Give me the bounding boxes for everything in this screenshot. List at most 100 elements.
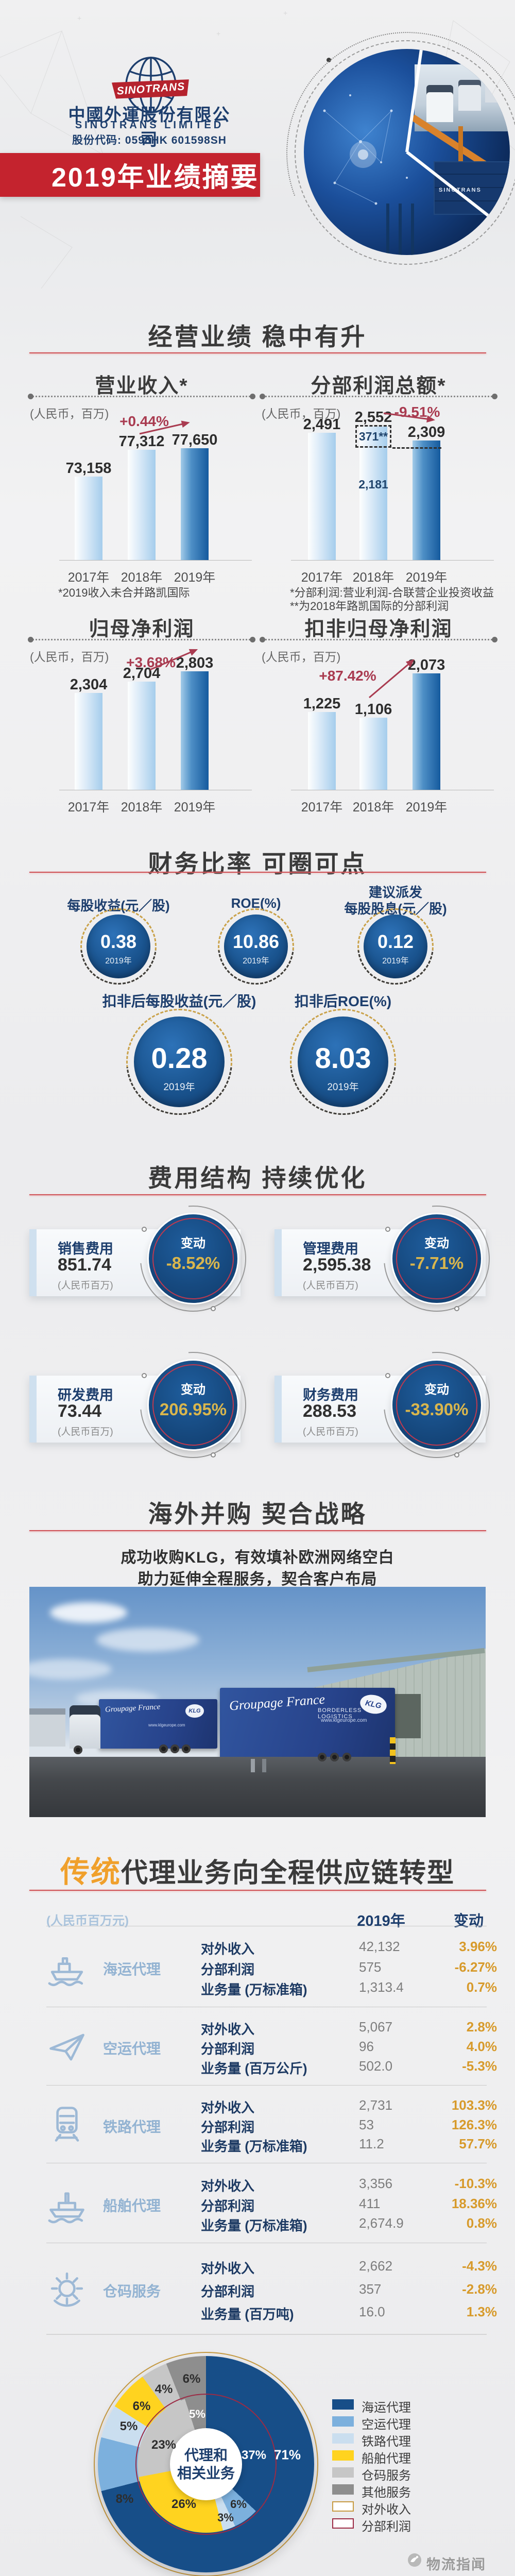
bar-value: 1,106 [354, 701, 392, 718]
inner-pct-其他服务: 5% [189, 2408, 205, 2420]
chart-segment-profit: 分部利润总额* (人民币，百万) 2,491 2017年 2,552 2018年 2,309… [260, 370, 497, 613]
expense-change-label: 变动 [424, 1236, 449, 1250]
row-value: 53 [359, 2116, 374, 2132]
legend-label-船舶代理: 船舶代理 [362, 2452, 411, 2466]
section-title-expenses: 费用结构 持续优化 [148, 1164, 367, 1192]
bar-2019年 [181, 448, 209, 560]
expense-change-value: -7.71% [409, 1253, 464, 1273]
hero-photo-circle: SINOTRANS [304, 49, 510, 255]
klg-logo-text-small: KLG [188, 1708, 201, 1714]
legend-swatch-仓码服务 [332, 2467, 354, 2478]
bar-2019年 [181, 671, 209, 790]
gear-icon [50, 2272, 83, 2307]
bar-2018年 [128, 682, 156, 790]
expense-circle: 变动 -33.90% [392, 1361, 481, 1449]
bar-category: 2019年 [174, 570, 216, 585]
chart-unit: (人民币，百万) [262, 650, 341, 664]
business-name-仓码服务: 仓码服务 [103, 2283, 161, 2299]
chart-axis [291, 560, 494, 561]
svg-text:+: + [216, 29, 220, 38]
donut-center-text: 相关业务 [177, 2465, 235, 2481]
arc-dot [211, 1306, 216, 1311]
background-truck [29, 1708, 65, 1747]
donut-center: 代理和 相关业务 [170, 2428, 242, 2500]
expense-unit: (人民币百万) [303, 1427, 358, 1437]
row-label: 业务量 (万标准箱) [201, 1981, 307, 1997]
chart-title-underline [260, 637, 497, 642]
cloud [96, 1628, 199, 1652]
change-arrow-icon [139, 420, 190, 435]
outer-pct-海运代理: 71% [273, 2447, 301, 2463]
ratio-value: 0.12 [377, 931, 414, 952]
divider-results [29, 352, 486, 353]
bar-2018年 [128, 450, 156, 560]
cloud [29, 1659, 112, 1680]
train-icon [55, 2106, 79, 2142]
section-title-ratios: 财务比率 可圈可点 [148, 850, 367, 877]
svg-text:+: + [283, 9, 287, 17]
arc-dot [454, 1306, 459, 1311]
hero-crane-mast [458, 126, 463, 188]
hero-container-stack [434, 161, 510, 215]
row-change: 57.7% [459, 2136, 497, 2152]
bar-value: 1,225 [303, 696, 341, 712]
chart-title-underline [28, 394, 255, 399]
bar-2019年 [413, 673, 440, 790]
bar-category: 2017年 [67, 570, 110, 585]
row-label: 对外收入 [201, 2178, 255, 2194]
donut-red-outline [135, 2394, 277, 2535]
divider-expenses [29, 1194, 486, 1195]
expense-circle: 变动 -7.71% [392, 1214, 481, 1303]
row-change: 3.96% [459, 1939, 497, 1955]
expense-name: 财务费用 [303, 1387, 358, 1403]
hero-truck-cab [426, 85, 453, 122]
title-rest: 代理业务向全程供应链转型 [121, 1858, 455, 1888]
business-mix-donut: 代理和 相关业务 71% 8% 5% 6% 4% 6% 37% 6% 3% 26% 23% 5% 海运代理空… [77, 2342, 489, 2576]
klg-logo-text: KLG [364, 1698, 383, 1710]
ratio-year: 2019年 [163, 1082, 195, 1093]
report-title: 2019年业绩摘要 [52, 163, 259, 193]
expense-value: 73.44 [58, 1401, 102, 1421]
ratio-circle-large: 0.28 2019年 [134, 1016, 225, 1107]
expense-change-label: 变动 [424, 1383, 449, 1397]
legend-label-空运代理: 空运代理 [362, 2418, 411, 2432]
ratio-circle-large: 8.03 2019年 [298, 1016, 388, 1107]
cloud [50, 1602, 127, 1623]
watermark-text: 物流指闻 [426, 2557, 486, 2572]
legend-label-对外收入: 对外收入 [362, 2503, 411, 2517]
legend-label-仓码服务: 仓码服务 [362, 2469, 411, 2483]
trailer-url: www.klgeurope.com [321, 1718, 367, 1723]
outer-pct-空运代理: 8% [115, 2492, 134, 2506]
bar-category: 2018年 [121, 570, 163, 585]
bar-category: 2017年 [301, 570, 343, 585]
card-accent [274, 1376, 282, 1443]
row-label: 业务量 (万标准箱) [201, 2139, 307, 2155]
chart-footnote: *2019收入未合并路凯国际 [58, 586, 190, 599]
wheel [318, 1753, 327, 1761]
inner-pct-船舶代理: 26% [171, 2497, 197, 2511]
row-label: 分部利润 [201, 2198, 255, 2214]
klg-trailer-small: Groupage France www.klgeurope.com KLG [99, 1699, 217, 1749]
ratio-value: 0.38 [100, 931, 137, 952]
row-value: 1,313.4 [359, 1979, 404, 1995]
bar-value: 2,491 [303, 416, 341, 433]
donut-center-text: 代理和 [184, 2447, 228, 2463]
legend-label-分部利润: 分部利润 [362, 2520, 411, 2534]
chart-title: 归母净利润 [89, 618, 195, 640]
chart-unit: (人民币，百万) [30, 650, 109, 664]
report-title-banner: 2019年业绩摘要 [0, 153, 260, 197]
bar-value: 77,312 [118, 433, 165, 450]
ratio-year: 2019年 [105, 957, 132, 965]
expense-circle: 变动 -8.52% [149, 1214, 237, 1303]
bar-value: 2,803 [176, 655, 214, 671]
row-value: 502.0 [359, 2058, 393, 2074]
outer-pct-仓码服务: 4% [154, 2382, 173, 2396]
trailer-stand [251, 1759, 255, 1772]
row-change: -6.27% [454, 1959, 497, 1975]
bar-category: 2018年 [121, 800, 163, 815]
bar-category: 2018年 [352, 570, 394, 585]
row-change: 4.0% [466, 2039, 497, 2054]
row-change: 126.3% [451, 2116, 497, 2132]
klg-trailer-large: Groupage France BORDERLESS LOGISTICS www… [220, 1688, 395, 1759]
ratio-label: 建议派发 [368, 885, 423, 900]
